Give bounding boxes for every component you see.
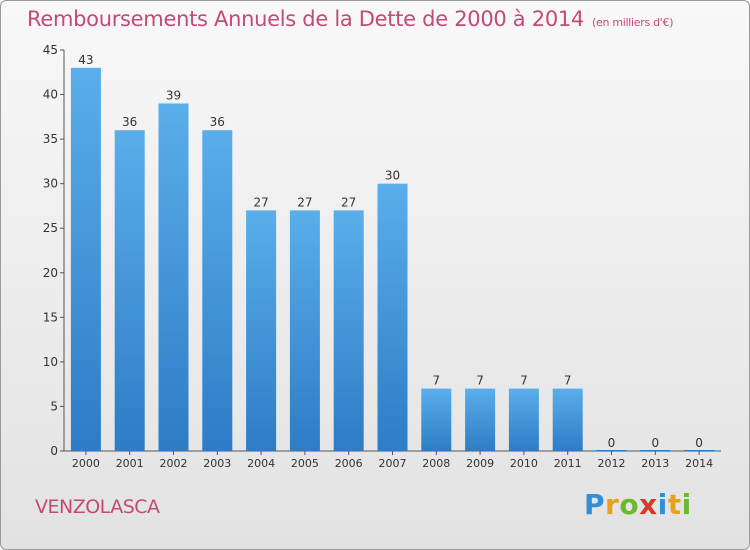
data-label: 27: [297, 195, 312, 209]
data-label: 0: [695, 436, 703, 450]
x-tick-label: 2009: [466, 457, 494, 470]
data-label: 27: [341, 195, 356, 209]
bar: [202, 130, 233, 451]
x-tick-label: 2008: [422, 457, 450, 470]
bar: [289, 210, 320, 451]
x-tick-label: 2002: [160, 457, 188, 470]
x-tick-label: 2010: [510, 457, 538, 470]
data-label: 0: [608, 436, 616, 450]
logo-letter: r: [605, 488, 620, 521]
y-tick-label: 40: [43, 88, 58, 102]
bar: [333, 210, 364, 451]
data-label: 30: [385, 169, 400, 183]
logo-letter: x: [639, 488, 658, 521]
chart-unit: (en milliers d'€): [592, 16, 674, 29]
proxiti-logo: Proxiti: [584, 488, 692, 521]
chart-title-text: Remboursements Annuels de la Dette de 20…: [27, 7, 584, 31]
bar: [114, 130, 145, 451]
y-tick-label: 35: [43, 132, 58, 146]
bar: [246, 210, 277, 451]
bar: [377, 183, 408, 451]
bar: [70, 67, 101, 452]
y-tick-label: 20: [43, 266, 58, 280]
y-tick-label: 15: [43, 310, 58, 324]
x-tick-label: 2000: [72, 457, 100, 470]
bar: [421, 388, 452, 451]
y-tick-label: 25: [43, 221, 58, 235]
logo-letter: P: [584, 488, 606, 521]
chart-title: Remboursements Annuels de la Dette de 20…: [27, 7, 673, 31]
data-label: 7: [520, 374, 528, 388]
logo-letter: i: [681, 488, 692, 521]
x-tick-label: 2005: [291, 457, 319, 470]
y-tick-label: 5: [50, 399, 58, 413]
data-label: 36: [122, 115, 137, 129]
logo-letter: i: [657, 488, 668, 521]
y-tick-label: 45: [43, 43, 58, 57]
data-label: 36: [210, 115, 225, 129]
y-tick-label: 30: [43, 177, 58, 191]
logo-letter: o: [619, 488, 640, 521]
bar: [465, 388, 496, 451]
bar: [158, 103, 189, 451]
data-label: 27: [253, 195, 268, 209]
y-tick-label: 10: [43, 355, 58, 369]
logo-letter: t: [667, 488, 682, 521]
x-tick-label: 2001: [116, 457, 144, 470]
x-tick-label: 2007: [379, 457, 407, 470]
bar: [552, 388, 583, 451]
y-tick-label: 0: [50, 444, 58, 458]
data-label: 7: [564, 374, 572, 388]
x-tick-label: 2011: [554, 457, 582, 470]
commune-name: VENZOLASCA: [35, 496, 160, 518]
data-label: 7: [432, 374, 440, 388]
x-tick-label: 2006: [335, 457, 363, 470]
data-label: 0: [651, 436, 659, 450]
data-label: 7: [476, 374, 484, 388]
x-tick-label: 2004: [247, 457, 275, 470]
bar: [508, 388, 539, 451]
x-tick-label: 2003: [203, 457, 231, 470]
data-label: 43: [78, 53, 93, 67]
data-label: 39: [166, 88, 181, 102]
x-tick-label: 2012: [598, 457, 626, 470]
x-tick-label: 2013: [641, 457, 669, 470]
x-tick-label: 2014: [685, 457, 713, 470]
